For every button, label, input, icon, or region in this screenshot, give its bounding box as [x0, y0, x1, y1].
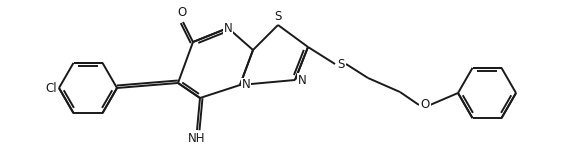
Text: O: O [178, 6, 187, 19]
Text: N: N [224, 21, 232, 34]
Text: S: S [274, 10, 282, 24]
Text: N: N [298, 73, 306, 86]
Text: NH: NH [188, 131, 206, 145]
Text: Cl: Cl [45, 82, 57, 94]
Text: S: S [337, 58, 345, 70]
Text: N: N [242, 79, 251, 91]
Text: O: O [420, 98, 429, 112]
